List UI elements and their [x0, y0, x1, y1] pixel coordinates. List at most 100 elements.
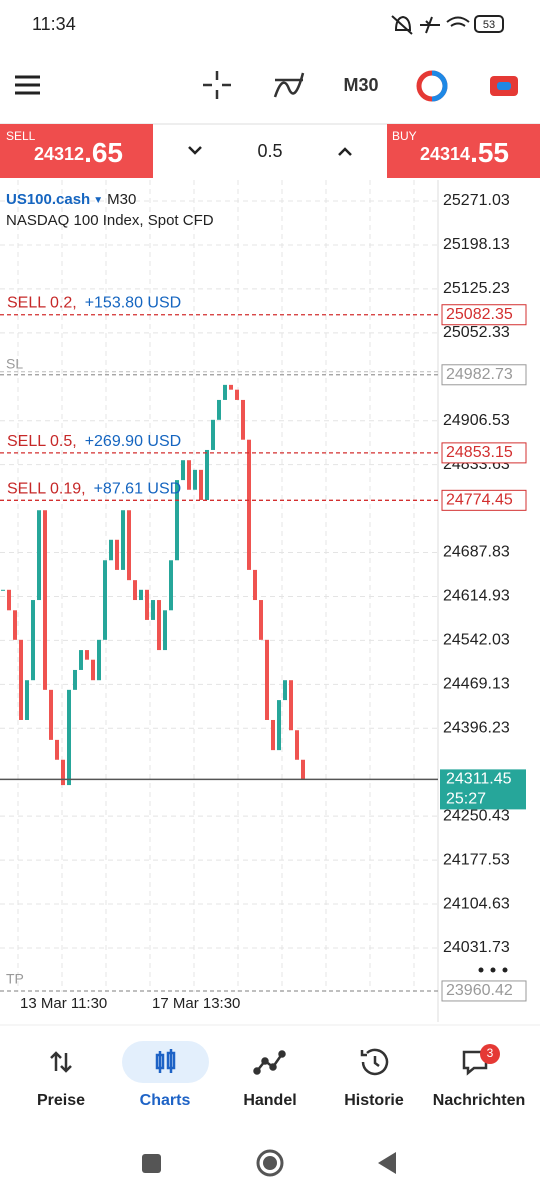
y-tick-label: 24396.23: [443, 720, 510, 737]
current-price: 24311.45: [446, 771, 512, 788]
system-back[interactable]: [378, 1152, 396, 1174]
buy-price-fraction: .55: [470, 137, 509, 168]
position-profit: +153.80 USD: [85, 295, 182, 312]
candle: [85, 650, 89, 660]
candle: [109, 539, 113, 561]
sell-price: 24312.65: [34, 137, 123, 168]
candle: [139, 589, 143, 601]
position-volume: SELL 0.5,: [7, 433, 77, 450]
lot-decrease[interactable]: [188, 146, 202, 155]
position-price-box: [441, 489, 527, 511]
chart-timeframe: M30: [107, 191, 136, 208]
candle: [289, 680, 293, 731]
candle: [247, 439, 251, 570]
position-label: SELL 0.19, +87.61 USD: [7, 481, 181, 498]
system-recents[interactable]: [142, 1154, 161, 1173]
lot-increase[interactable]: [338, 147, 352, 156]
candle: [127, 510, 131, 581]
candle: [151, 600, 155, 620]
candle: [187, 460, 191, 490]
position-profit: +87.61 USD: [94, 481, 182, 498]
position-price: 25082.35: [446, 306, 513, 323]
candle: [169, 560, 173, 611]
y-tick-label: 24469.13: [443, 676, 510, 693]
candle: [301, 759, 305, 780]
candle: [7, 589, 11, 611]
battery-level: 53: [483, 19, 495, 31]
y-tick-label: 25198.13: [443, 236, 510, 253]
x-tick-label: 13 Mar 11:30: [20, 995, 107, 1012]
menu-button[interactable]: [15, 75, 40, 95]
sell-price-fraction: .65: [84, 137, 123, 168]
candle: [103, 560, 107, 640]
candle: [43, 510, 47, 690]
position-price-box: [441, 304, 527, 326]
timeframe-button[interactable]: M30: [343, 75, 378, 95]
candle: [199, 469, 203, 500]
buy-label: BUY: [392, 129, 417, 143]
take-profit-price: 23960.42: [446, 982, 513, 999]
take-profit-price-box: [441, 980, 527, 1002]
y-tick-label: 24614.93: [443, 588, 510, 605]
status-time: 11:34: [32, 14, 76, 34]
status-icons: [391, 15, 504, 35]
badge-count: 3: [487, 1046, 494, 1060]
take-profit-label: TP: [6, 971, 24, 987]
y-tick-label: 24906.53: [443, 412, 510, 429]
stop-loss-price: 24982.73: [446, 366, 513, 383]
nav-item[interactable]: Nachrichten: [433, 1092, 525, 1109]
y-tick-label: 25052.33: [443, 324, 510, 341]
candle: [259, 600, 263, 640]
nav-item[interactable]: Charts: [140, 1092, 191, 1109]
candle: [211, 419, 215, 450]
candle: [13, 610, 17, 640]
symbol[interactable]: US100.cash: [6, 191, 90, 208]
trade-button[interactable]: [490, 76, 518, 96]
position-label: SELL 0.5, +269.90 USD: [7, 433, 181, 450]
system-home[interactable]: [256, 1149, 284, 1177]
y-tick-label: 25271.03: [443, 192, 510, 209]
y-tick-label: 24104.63: [443, 895, 510, 912]
candle: [31, 600, 35, 681]
nav-icons: [50, 1048, 488, 1076]
symbol-description: NASDAQ 100 Index, Spot CFD: [6, 212, 214, 229]
candle: [49, 689, 53, 740]
candle: [115, 539, 119, 570]
y-tick-label: 24542.03: [443, 632, 510, 649]
sell-button[interactable]: [0, 124, 153, 178]
crosshair-button[interactable]: [203, 71, 231, 99]
candle: [133, 580, 137, 601]
y-tick-label: 24177.53: [443, 851, 510, 868]
candle: [55, 739, 59, 760]
candle: [229, 384, 233, 390]
candle: [271, 719, 275, 751]
position-price: 24853.15: [446, 444, 513, 461]
candle: [157, 600, 161, 651]
stop-loss-price-box: [441, 364, 527, 386]
candle: [223, 384, 227, 400]
candle: [265, 639, 269, 720]
lot-size[interactable]: 0.5: [257, 141, 282, 161]
candle-countdown: 25:27: [446, 791, 486, 808]
position-volume: SELL 0.19,: [7, 481, 86, 498]
candle: [73, 669, 77, 690]
candle: [79, 650, 83, 670]
notification-badge: [480, 1044, 500, 1064]
position-price-box: [441, 442, 527, 464]
candle: [205, 449, 209, 500]
price-chart: 25271.03 25198.13 25125.23 25052.33 24906.53…: [0, 180, 527, 1022]
nav-item[interactable]: Preise: [37, 1092, 85, 1109]
objects-button[interactable]: [416, 70, 448, 102]
candle: [277, 700, 281, 751]
nav-item[interactable]: Handel: [243, 1092, 296, 1109]
candle: [97, 639, 101, 681]
candle: [253, 569, 257, 601]
buy-button[interactable]: [387, 124, 540, 178]
nav-item[interactable]: Historie: [344, 1092, 404, 1109]
sell-price-main: 24312: [34, 144, 84, 164]
candle: [163, 610, 167, 651]
more-button[interactable]: [478, 967, 508, 973]
position-volume: SELL 0.2,: [7, 295, 77, 312]
indicators-button[interactable]: [273, 72, 305, 98]
